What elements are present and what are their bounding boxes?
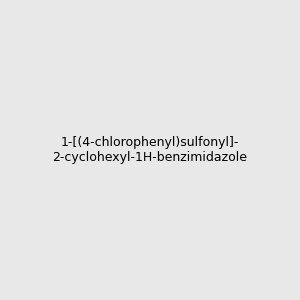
Text: 1-[(4-chlorophenyl)sulfonyl]-
2-cyclohexyl-1H-benzimidazole: 1-[(4-chlorophenyl)sulfonyl]- 2-cyclohex… bbox=[52, 136, 247, 164]
